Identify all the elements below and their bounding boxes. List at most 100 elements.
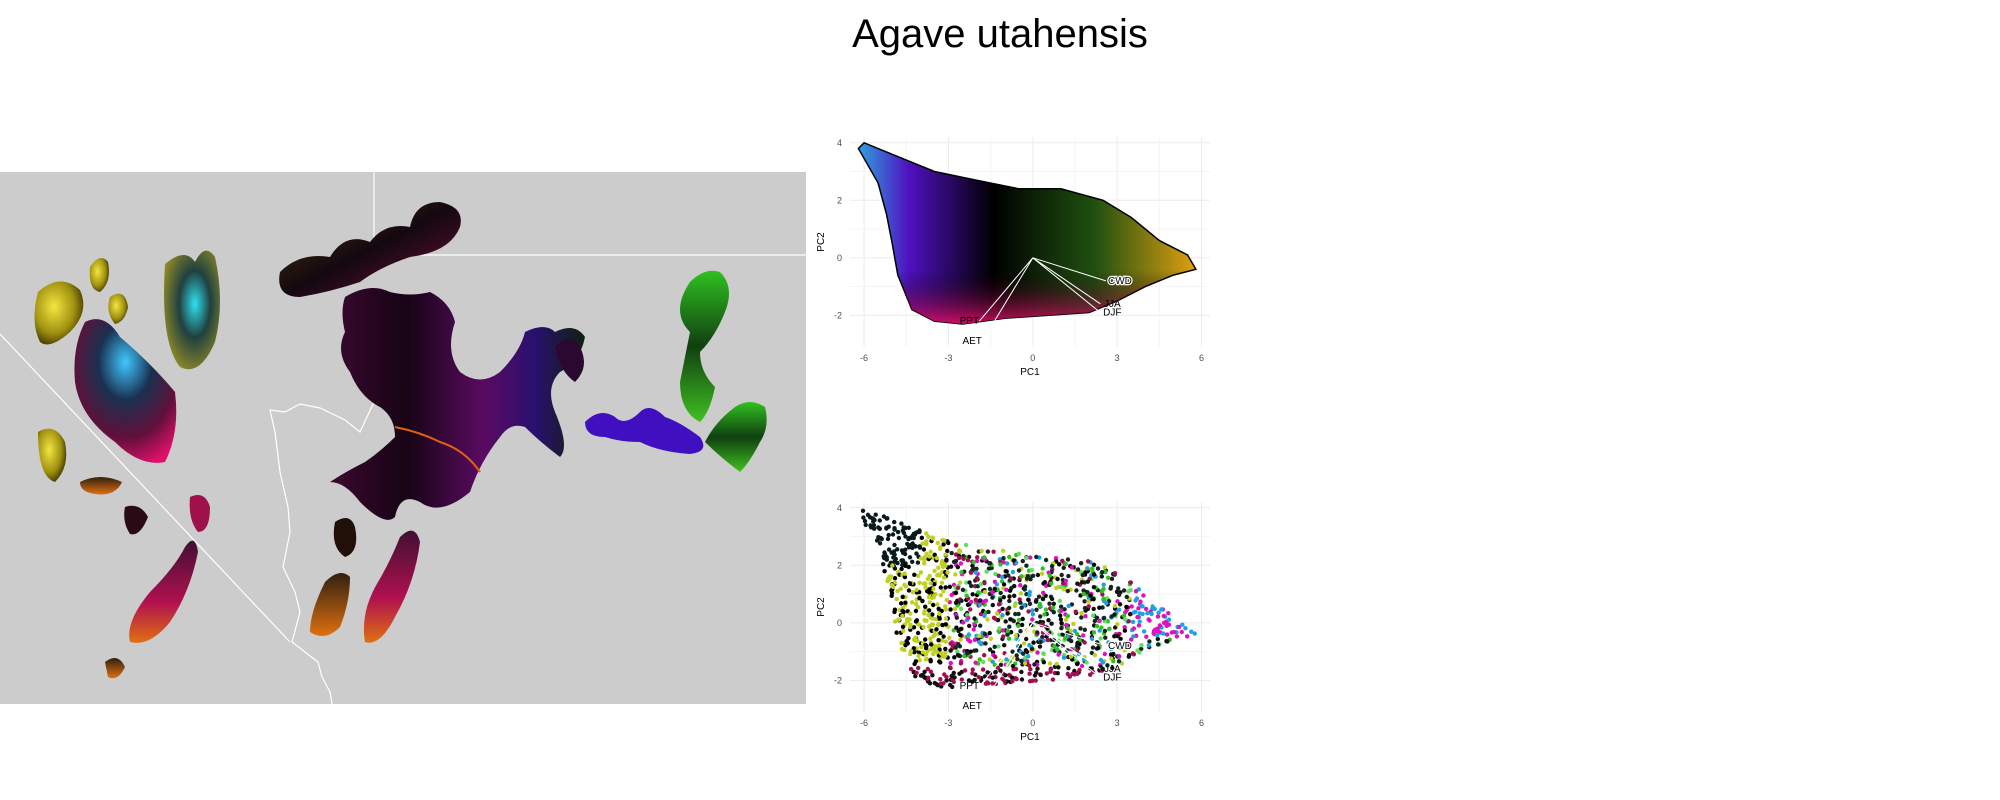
scatter-point xyxy=(993,654,998,660)
scatter-point xyxy=(903,534,908,539)
scatter-point xyxy=(1027,643,1032,648)
scatter-point xyxy=(908,611,913,616)
x-tick-label: -3 xyxy=(944,353,952,363)
scatter-point xyxy=(1098,636,1103,641)
scatter-point xyxy=(954,625,959,630)
scatter-point xyxy=(1007,672,1012,678)
scatter-point xyxy=(1180,622,1185,627)
scatter-point xyxy=(890,563,895,568)
scatter-point xyxy=(924,539,929,544)
scatter-point xyxy=(1043,593,1048,598)
scatter-point xyxy=(1020,616,1025,622)
y-tick-label: 2 xyxy=(837,195,842,205)
scatter-point xyxy=(943,639,948,644)
scatter-point xyxy=(1105,663,1110,668)
scatter-point xyxy=(1019,622,1025,628)
scatter-point xyxy=(915,560,921,565)
scatter-point xyxy=(1079,615,1084,620)
scatter-point xyxy=(937,611,942,617)
range-map xyxy=(0,172,806,704)
scatter-point xyxy=(1001,634,1006,639)
scatter-point xyxy=(978,623,983,628)
scatter-point xyxy=(928,659,933,664)
y-tick-label: 0 xyxy=(837,618,842,628)
scatter-point xyxy=(948,665,953,671)
x-tick-label: 6 xyxy=(1199,718,1204,728)
scatter-point xyxy=(1102,651,1107,657)
scatter-point xyxy=(886,547,892,552)
scatter-point xyxy=(1156,610,1161,615)
scatter-point xyxy=(1059,572,1064,578)
scatter-point xyxy=(1065,671,1070,677)
scatter-point xyxy=(909,600,915,605)
scatter-point xyxy=(981,659,986,665)
scatter-point xyxy=(1052,644,1057,649)
scatter-point xyxy=(1057,632,1062,637)
scatter-point xyxy=(1033,678,1038,683)
scatter-point xyxy=(1090,645,1096,650)
scatter-point xyxy=(1115,633,1120,639)
x-tick-label: 0 xyxy=(1030,353,1035,363)
scatter-point xyxy=(1078,593,1083,598)
scatter-point xyxy=(926,534,931,539)
scatter-point xyxy=(962,653,967,659)
y-tick-label: -2 xyxy=(834,310,842,320)
scatter-point xyxy=(965,651,970,656)
scatter-point xyxy=(1115,599,1120,604)
scatter-point xyxy=(1082,605,1088,611)
scatter-point xyxy=(943,552,948,557)
scatter-point xyxy=(1024,636,1029,642)
scatter-point xyxy=(943,604,948,609)
scatter-point xyxy=(911,646,916,651)
scatter-point xyxy=(917,596,922,601)
scatter-point xyxy=(945,548,950,554)
scatter-point xyxy=(1081,633,1086,638)
scatter-point xyxy=(1061,587,1067,592)
scatter-point xyxy=(1092,618,1097,624)
scatter-point xyxy=(1092,652,1098,658)
scatter-point xyxy=(1081,591,1086,597)
scatter-point xyxy=(1019,605,1024,610)
x-tick-label: 3 xyxy=(1115,353,1120,363)
scatter-point xyxy=(1164,632,1170,637)
scatter-point xyxy=(947,584,952,589)
scatter-point xyxy=(1042,612,1047,617)
scatter-point xyxy=(906,636,911,641)
scatter-point xyxy=(953,572,958,577)
scatter-point xyxy=(1091,597,1096,602)
scatter-point xyxy=(884,557,889,562)
scatter-point xyxy=(1157,629,1162,635)
scatter-point xyxy=(1057,562,1062,567)
scatter-point xyxy=(1130,619,1136,625)
scatter-point xyxy=(967,623,972,629)
scatter-point xyxy=(948,564,954,569)
scatter-point xyxy=(971,560,976,565)
scatter-point xyxy=(1097,605,1102,610)
scatter-point xyxy=(1006,573,1011,578)
scatter-point xyxy=(1019,658,1024,664)
scatter-point xyxy=(1049,596,1055,602)
scatter-point xyxy=(920,598,925,604)
scatter-point xyxy=(1029,567,1035,573)
scatter-point xyxy=(922,561,927,566)
scatter-point xyxy=(1080,572,1086,577)
scatter-point xyxy=(1000,676,1005,681)
scatter-point xyxy=(985,617,990,622)
scatter-point xyxy=(919,644,924,650)
scatter-point xyxy=(882,569,887,574)
scatter-point xyxy=(1128,612,1133,617)
scatter-point xyxy=(1010,678,1015,684)
scatter-point xyxy=(1068,654,1074,659)
scatter-point xyxy=(940,622,945,628)
scatter-point xyxy=(1139,603,1144,609)
scatter-point xyxy=(944,674,949,680)
scatter-point xyxy=(901,628,906,634)
loading-label: CWD xyxy=(1108,641,1132,652)
scatter-point xyxy=(912,572,917,577)
scatter-point xyxy=(959,598,964,603)
scatter-point xyxy=(1121,613,1127,618)
scatter-point xyxy=(1088,593,1093,598)
scatter-point xyxy=(1147,639,1152,644)
scatter-point xyxy=(1059,608,1064,613)
